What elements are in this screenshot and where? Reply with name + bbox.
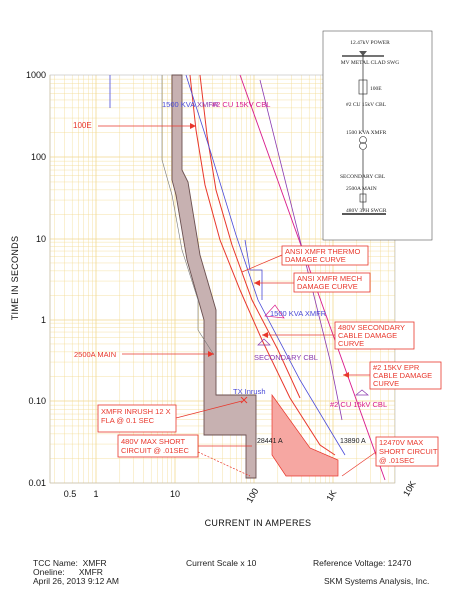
svg-text:100E: 100E <box>73 121 92 130</box>
breaker-icon <box>359 193 367 203</box>
x-tick-label: 0.5 <box>64 489 77 499</box>
svg-text:ANSI XMFR THERMO: ANSI XMFR THERMO <box>285 247 360 256</box>
y-axis-title: TIME IN SECONDS <box>10 236 20 321</box>
label-cu-cbl: #2 CU 15KV CBL <box>212 100 270 109</box>
callout-12470v-short: 12470V MAX SHORT CIRCUIT @ .01SEC <box>341 436 439 477</box>
xmfr-thermal-damage-curve <box>185 74 346 456</box>
ol-source: 12.47kV POWER <box>350 40 390 46</box>
footer-current-scale: Current Scale x 10 <box>186 558 257 568</box>
callout-thermo-damage: ANSI XMFR THERMO DAMAGE CURVE <box>241 245 369 273</box>
secondary-cable-marker <box>257 338 271 346</box>
y-tick-label: 1 <box>41 315 46 325</box>
y-tick-label: 10 <box>36 234 46 244</box>
label-13890-a: 13890 A <box>340 438 366 445</box>
svg-text:CABLE DAMAGE: CABLE DAMAGE <box>373 371 432 380</box>
callout-480v-short: 480V MAX SHORT CIRCUIT @ .01SEC <box>117 434 252 477</box>
source-arrow-icon <box>359 51 367 56</box>
svg-text:2500A MAIN: 2500A MAIN <box>74 350 116 359</box>
x-axis-title: CURRENT IN AMPERES <box>205 518 312 528</box>
svg-text:SHORT CIRCUIT: SHORT CIRCUIT <box>379 447 438 456</box>
svg-text:12470V MAX: 12470V MAX <box>379 438 423 447</box>
svg-text:DAMAGE CURVE: DAMAGE CURVE <box>285 255 346 264</box>
callout-secondary-cable: 480V SECONDARY CABLE DAMAGE CURVE <box>262 321 415 350</box>
ol-cable: #2 CU 15kV CBL <box>346 102 387 108</box>
oneline-value: XMFR <box>78 567 103 577</box>
tcc-name-value: XMFR <box>82 558 107 568</box>
fuse-100e-max-curve <box>199 74 301 399</box>
footer-datetime: April 26, 2013 9:12 AM <box>33 576 120 586</box>
svg-text:480V SECONDARY: 480V SECONDARY <box>338 323 405 332</box>
label-28441-a: 28441 A <box>257 438 283 445</box>
svg-text:480V MAX SHORT: 480V MAX SHORT <box>121 437 185 446</box>
footer-oneline: Oneline: XMFR <box>33 567 103 577</box>
ol-xfmr: 1500 KVA XMFR <box>346 130 387 136</box>
tcc-name-label: TCC Name: <box>33 558 78 568</box>
tx-inrush-point <box>240 396 248 404</box>
x-tick-label: 1 <box>93 489 98 499</box>
callout-epr-cable: #2 15KV EPR CABLE DAMAGE CURVE <box>343 361 442 390</box>
oneline-diagram: 12.47kV POWER MV METAL CLAD SWG 100E #2 … <box>322 30 433 241</box>
label-1500-kva-xmfr: 1500 KVA XMFR <box>270 309 327 318</box>
label-tx-inrush: TX Inrush <box>233 387 266 396</box>
fuse-100e-min-curve <box>189 74 336 456</box>
x-tick-label: 10K <box>401 479 418 498</box>
y-axis-ticks: 1000 100 10 1 0.10 0.01 <box>26 70 46 488</box>
cable-15kv-marker <box>264 304 285 319</box>
label-1500-kva: 1500 KVA <box>162 100 195 109</box>
ol-fuse: 100E <box>370 86 382 92</box>
label-xmfr: XMFR <box>197 100 219 109</box>
ol-sec-cable: SECONDARY CBL <box>340 174 386 180</box>
y-tick-label: 0.01 <box>28 478 46 488</box>
short-circuit-12470-region <box>271 393 339 477</box>
svg-text:DAMAGE CURVE: DAMAGE CURVE <box>297 282 358 291</box>
plot-frame <box>49 74 396 484</box>
footer-vendor: SKM Systems Analysis, Inc. <box>324 576 430 586</box>
callout-xmfr-inrush: XMFR INRUSH 12 X FLA @ 0.1 SEC <box>97 400 243 433</box>
xfmr-primary-icon <box>359 136 367 144</box>
main-2500a-curve <box>161 75 215 356</box>
fuse-100e-band <box>171 74 257 479</box>
xfmr-secondary-icon <box>359 142 367 150</box>
x-tick-label: 1K <box>324 488 338 503</box>
svg-text:CABLE DAMAGE: CABLE DAMAGE <box>338 331 397 340</box>
y-tick-label: 1000 <box>26 70 46 80</box>
y-tick-label: 0.10 <box>28 396 46 406</box>
svg-text:XMFR INRUSH 12 X: XMFR INRUSH 12 X <box>101 407 171 416</box>
svg-text:ANSI XMFR MECH: ANSI XMFR MECH <box>297 274 362 283</box>
ol-lv-swgr: 480V 3PH SWGR <box>346 208 387 214</box>
svg-text:@ .01SEC: @ .01SEC <box>379 456 415 465</box>
x-tick-label: 10 <box>170 489 180 499</box>
footer-tcc-name: TCC Name: XMFR <box>33 558 107 568</box>
callout-mech-damage: ANSI XMFR MECH DAMAGE CURVE <box>254 272 371 293</box>
epr-cable-marker <box>355 389 369 396</box>
xmfr-mech-damage-curve <box>244 239 263 300</box>
footer-reference-voltage: Reference Voltage: 12470 <box>313 558 412 568</box>
label-secondary-cbl: SECONDARY CBL <box>254 353 318 362</box>
ol-main: 2500A MAIN <box>346 186 377 192</box>
svg-text:CURVE: CURVE <box>338 339 364 348</box>
secondary-cable-curve <box>259 79 343 421</box>
x-tick-label: 100 <box>244 486 260 504</box>
callout-100e: 100E <box>73 121 196 130</box>
y-tick-label: 100 <box>31 152 46 162</box>
svg-text:#2 15KV EPR: #2 15KV EPR <box>373 363 420 372</box>
callout-2500a-main: 2500A MAIN <box>74 350 214 359</box>
svg-text:FLA @ 0.1 SEC: FLA @ 0.1 SEC <box>101 416 155 425</box>
label-cu-15kv-cbl: #2 CU 15kV CBL <box>330 400 387 409</box>
svg-text:CIRCUIT @ .01SEC: CIRCUIT @ .01SEC <box>121 446 189 455</box>
ol-swg: MV METAL CLAD SWG <box>341 60 399 66</box>
svg-text:CURVE: CURVE <box>373 379 399 388</box>
x-axis-ticks: 0.5 1 10 100 1K 10K <box>64 479 418 504</box>
oneline-label: Oneline: <box>33 567 65 577</box>
